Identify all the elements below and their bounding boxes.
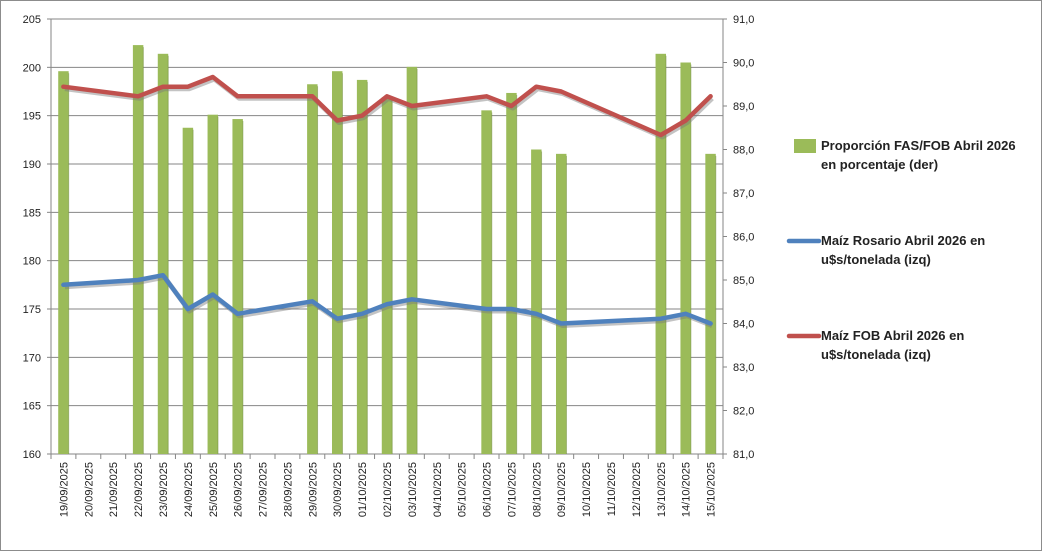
x-axis-tick-label: 02/10/2025 (382, 462, 394, 517)
x-axis-tick-label: 06/10/2025 (482, 462, 494, 517)
left-axis-tick-label: 165 (23, 401, 41, 413)
legend-maiz-fob-label: Maíz FOB Abril 2026 en (821, 328, 964, 343)
x-axis-tick-label: 24/09/2025 (183, 462, 195, 517)
right-axis-tick-label: 86,0 (733, 232, 754, 244)
legend: Proporción FAS/FOB Abril 2026 en porcenta… (786, 138, 1016, 362)
bar-proporcion-fas-fob (506, 92, 517, 454)
bar-proporcion-fas-fob (705, 153, 716, 454)
x-axis-tick-label: 22/09/2025 (133, 462, 145, 517)
x-axis-tick-label: 14/10/2025 (681, 462, 693, 517)
left-axis-tick-label: 195 (23, 111, 41, 123)
bar-proporcion-fas-fob (331, 71, 343, 454)
bar-proporcion-fas-fob (307, 84, 318, 454)
right-axis-tick-label: 82,0 (733, 406, 754, 418)
right-axis-tick-label: 81,0 (733, 449, 754, 461)
x-axis-tick-label: 10/10/2025 (581, 462, 593, 517)
right-axis-tick-label: 84,0 (733, 319, 754, 331)
x-axis-tick-label: 19/09/2025 (58, 462, 70, 517)
x-axis-tick-label: 05/10/2025 (457, 462, 469, 517)
right-axis-tick-label: 87,0 (733, 188, 754, 200)
legend-maiz-rosario-label: Maíz Rosario Abril 2026 en (821, 233, 985, 248)
x-axis-tick-label: 11/10/2025 (606, 462, 618, 516)
bar-proporcion-fas-fob (381, 97, 393, 455)
bar-series (58, 45, 717, 455)
right-axis-tick-label: 85,0 (733, 275, 754, 287)
bar-proporcion-fas-fob (58, 71, 69, 454)
x-axis-tick-label: 13/10/2025 (656, 462, 668, 517)
bar-proporcion-fas-fob (182, 127, 194, 454)
right-axis-tick-label: 88,0 (733, 145, 754, 157)
legend-proporcion-fas-fob-swatch (794, 139, 816, 153)
line-series (61, 74, 714, 328)
x-axis-tick-label: 30/09/2025 (332, 462, 344, 517)
x-axis-tick-label: 07/10/2025 (506, 462, 518, 517)
bar-proporcion-fas-fob (531, 149, 542, 454)
axes: 160 165 170 175 180 185 190 195 200 205 81,0 82,0 83… (23, 14, 755, 517)
bar-proporcion-fas-fob (232, 119, 243, 455)
x-axis-tick-label: 21/09/2025 (108, 462, 120, 517)
bar-proporcion-fas-fob (481, 110, 492, 454)
bar-proporcion-fas-fob (406, 66, 418, 454)
x-axis-tick-label: 29/09/2025 (307, 462, 319, 517)
left-axis-tick-label: 200 (23, 62, 41, 74)
x-axis-tick-label: 15/10/2025 (706, 462, 718, 517)
x-axis-tick-label: 08/10/2025 (531, 462, 543, 517)
x-axis-tick-label: 03/10/2025 (407, 462, 419, 517)
x-axis-tick-label: 09/10/2025 (556, 462, 568, 517)
x-axis-tick-label: 01/10/2025 (357, 462, 369, 517)
x-axis-tick-label: 04/10/2025 (432, 462, 444, 517)
x-axis-tick-label: 28/09/2025 (282, 462, 294, 517)
left-axis-tick-label: 160 (23, 449, 41, 461)
right-axis-tick-label: 83,0 (733, 362, 754, 374)
bar-proporcion-fas-fob (157, 53, 169, 455)
right-axis-tick-label: 90,0 (733, 58, 754, 70)
x-axis-tick-label: 26/09/2025 (233, 462, 245, 517)
bar-proporcion-fas-fob (680, 62, 691, 454)
legend-proporcion-fas-fob-label: Proporción FAS/FOB Abril 2026 (821, 138, 1016, 153)
x-axis-tick-label: 27/09/2025 (258, 462, 270, 517)
legend-proporcion-fas-fob-label: en porcentaje (der) (821, 157, 938, 172)
chart-frame: 160 165 170 175 180 185 190 195 200 205 81,0 82,0 83… (0, 0, 1042, 551)
x-axis-tick-label: 25/09/2025 (208, 462, 220, 517)
x-axis-tick-label: 12/10/2025 (631, 462, 643, 517)
legend-maiz-rosario-label: u$s/tonelada (izq) (821, 252, 931, 267)
chart-canvas: 160 165 170 175 180 185 190 195 200 205 81,0 82,0 83… (23, 14, 1016, 517)
left-axis-tick-label: 205 (23, 14, 41, 26)
left-axis-tick-label: 180 (23, 256, 41, 268)
left-axis-tick-label: 170 (23, 352, 41, 364)
bar-proporcion-fas-fob (655, 53, 667, 455)
left-axis-tick-label: 175 (23, 304, 41, 316)
legend-maiz-fob-label: u$s/tonelada (izq) (821, 347, 931, 362)
line-maiz-rosario (61, 272, 713, 326)
right-axis-tick-label: 89,0 (733, 101, 754, 113)
bar-proporcion-fas-fob (555, 153, 567, 454)
left-axis-tick-label: 190 (23, 159, 41, 171)
bar-proporcion-fas-fob (207, 114, 219, 454)
x-axis-tick-label: 20/09/2025 (83, 462, 95, 517)
bar-proporcion-fas-fob (356, 79, 368, 455)
x-axis-tick-label: 23/09/2025 (158, 462, 170, 517)
right-axis-tick-label: 91,0 (733, 14, 754, 26)
bar-proporcion-fas-fob (132, 45, 144, 454)
line-maiz-fob (61, 74, 713, 138)
left-axis-tick-label: 185 (23, 207, 41, 219)
